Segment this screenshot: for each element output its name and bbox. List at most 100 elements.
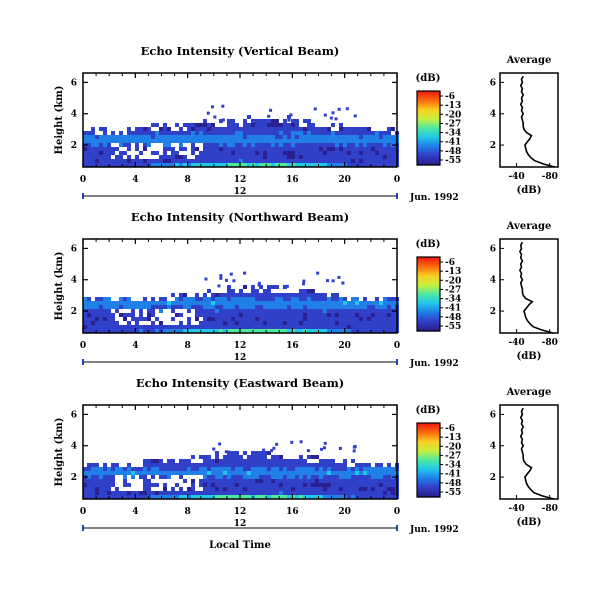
echo-cell: [259, 143, 263, 147]
echo-cell: [295, 293, 299, 297]
echo-cell: [175, 463, 179, 467]
echo-cell: [211, 147, 215, 151]
echo-cell: [299, 325, 303, 329]
echo-cell: [391, 301, 395, 305]
echo-cell: [139, 313, 143, 317]
echo-cell: [195, 159, 199, 163]
echo-cell: [83, 139, 87, 143]
echo-cell: [311, 495, 315, 499]
echo-cell: [383, 471, 387, 475]
echo-cell: [99, 321, 103, 325]
echo-cell: [247, 147, 251, 151]
echo-cell: [127, 155, 131, 159]
echo-cell: [183, 471, 187, 475]
echo-cell: [367, 159, 371, 163]
echo-cell: [223, 483, 227, 487]
colorbar-step: [417, 469, 440, 472]
echo-cell: [307, 147, 311, 151]
echo-cell: [311, 479, 315, 483]
echo-cell: [379, 159, 383, 163]
echo-cell: [231, 143, 235, 147]
echo-cell: [247, 475, 251, 479]
echo-cell: [383, 475, 387, 479]
echo-cell: [279, 475, 283, 479]
colorbar-step: [417, 329, 440, 332]
echo-cell: [243, 147, 247, 151]
echo-cell: [307, 495, 311, 499]
colorbar-tick-label: -6: [445, 258, 455, 268]
echo-cell: [375, 139, 379, 143]
echo-cell: [307, 475, 311, 479]
echo-cell: [315, 293, 319, 297]
echo-cell: [355, 479, 359, 483]
echo-cell: [251, 147, 255, 151]
echo-cell: [379, 163, 383, 167]
echo-cell: [231, 313, 235, 317]
echo-cell: [143, 487, 147, 491]
echo-cell: [351, 325, 355, 329]
echo-cell: [135, 139, 139, 143]
echo-cell: [211, 459, 215, 463]
echo-cell: [271, 455, 275, 459]
echo-cell: [343, 321, 347, 325]
echo-cell: [351, 329, 355, 333]
echo-cell: [179, 293, 183, 297]
echo-cell: [203, 475, 207, 479]
echo-cell: [291, 495, 295, 499]
echo-cell: [151, 139, 155, 143]
echo-cell: [331, 111, 335, 115]
echo-cell: [315, 135, 319, 139]
echo-cell: [299, 289, 303, 293]
echo-cell: [267, 127, 271, 131]
echo-cell: [391, 467, 395, 471]
profile-line: [519, 241, 554, 334]
echo-cell: [367, 495, 371, 499]
echo-cell: [319, 479, 323, 483]
echo-cell: [379, 487, 383, 491]
colorbar-step: [417, 92, 440, 96]
echo-cell: [287, 293, 291, 297]
echo-cell: [287, 118, 291, 122]
echo-cell: [383, 321, 387, 325]
echo-cell: [347, 135, 351, 139]
echo-cell: [103, 313, 107, 317]
echo-cell: [95, 163, 99, 167]
echo-cell: [171, 495, 175, 499]
echo-cell: [191, 159, 195, 163]
echo-cell: [303, 491, 307, 495]
echo-cell: [99, 471, 103, 475]
echo-cell: [91, 143, 95, 147]
echo-cell: [355, 155, 359, 159]
echo-cell: [195, 127, 199, 131]
echo-cell: [359, 483, 363, 487]
profile-xlabel: (dB): [517, 351, 542, 362]
colorbar-step: [417, 100, 440, 103]
echo-cell: [307, 471, 311, 475]
echo-cell: [151, 471, 155, 475]
echo-cell: [259, 151, 263, 155]
echo-cell: [83, 305, 87, 309]
y-tick-label: 2: [71, 473, 77, 483]
echo-cell: [187, 127, 191, 131]
echo-cell: [235, 325, 239, 329]
echo-cell: [199, 139, 203, 143]
echo-cell: [187, 471, 191, 475]
echo-cell: [227, 131, 231, 135]
echo-cell: [227, 329, 231, 333]
echo-cell: [383, 301, 387, 305]
echo-cell: [99, 151, 103, 155]
echo-cell: [327, 143, 331, 147]
echo-cell: [243, 309, 247, 313]
echo-cell: [215, 475, 219, 479]
echo-cell: [271, 491, 275, 495]
echo-cell: [279, 159, 283, 163]
echo-cell: [287, 131, 291, 135]
echo-cell: [171, 135, 175, 139]
echo-cell: [307, 155, 311, 159]
echo-cell: [195, 467, 199, 471]
echo-cell: [251, 301, 255, 305]
echo-cell: [367, 143, 371, 147]
echo-cell: [347, 487, 351, 491]
echo-cell: [279, 309, 283, 313]
echo-cell: [387, 487, 391, 491]
